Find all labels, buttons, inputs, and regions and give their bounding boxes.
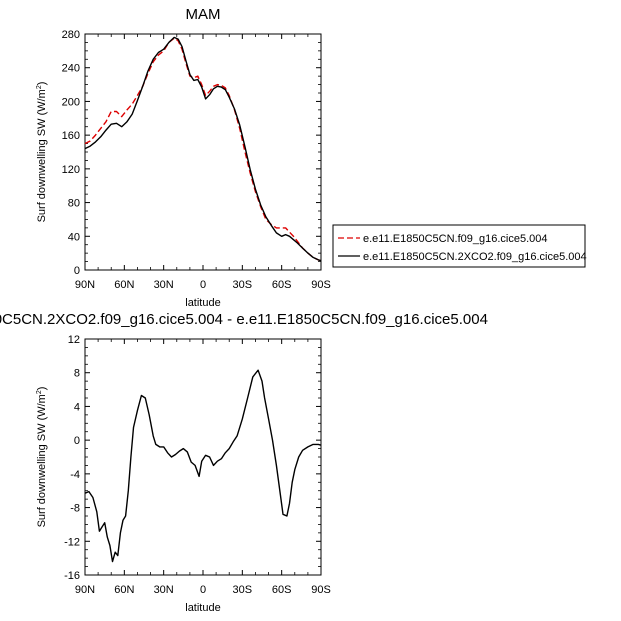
- bottom-x-tick-label: 90N: [75, 584, 95, 596]
- bottom-y-axis-label: Surf downwelling SW (W/m2): [36, 387, 48, 528]
- bottom-x-axis: 90N 60N 30N 0 30S 60S 90S: [75, 339, 331, 596]
- top-y-tick-label: 160: [62, 130, 80, 142]
- top-y-tick-label: 120: [62, 164, 80, 176]
- top-x-axis: 90N 60N 30N 0 30S 60S 90S: [75, 34, 331, 291]
- top-panel: MAM 0 40 80 120 160 200 240 280 90N 60N 30N 0 30S 60…: [36, 6, 587, 309]
- bottom-y-tick-label: -8: [70, 503, 80, 515]
- bottom-y-tick-label: 4: [74, 401, 80, 413]
- top-y-tick-label: 0: [74, 265, 80, 277]
- legend-label-2xco2: e.e11.E1850C5CN.2XCO2.f09_g16.cice5.004: [363, 251, 587, 263]
- legend-label-control: e.e11.E1850C5CN.f09_g16.cice5.004: [363, 233, 548, 245]
- bottom-x-tick-label: 60N: [114, 584, 134, 596]
- bottom-series-lines: [84, 369, 322, 563]
- top-y-tick-label: 40: [68, 231, 80, 243]
- bottom-y-tick-label: -4: [70, 469, 80, 481]
- top-chart-title: MAM: [186, 6, 221, 23]
- bottom-x-tick-label: 60S: [272, 584, 292, 596]
- top-x-tick-label: 90N: [75, 279, 95, 291]
- top-y-tick-label: 240: [62, 63, 80, 75]
- bottom-y-tick-label: 12: [68, 334, 80, 346]
- top-x-tick-label: 30N: [154, 279, 174, 291]
- top-x-tick-label: 90S: [311, 279, 331, 291]
- top-x-tick-label: 0: [200, 279, 206, 291]
- legend: e.e11.E1850C5CN.f09_g16.cice5.004 e.e11.…: [332, 224, 587, 268]
- bottom-y-tick-label: -12: [64, 536, 80, 548]
- bottom-x-tick-label: 30N: [154, 584, 174, 596]
- bottom-plot-frame: [84, 338, 322, 576]
- bottom-x-tick-label: 0: [200, 584, 206, 596]
- bottom-x-axis-label: latitude: [185, 602, 220, 614]
- bottom-y-tick-label: 8: [74, 368, 80, 380]
- bottom-x-tick-label: 90S: [311, 584, 331, 596]
- top-x-tick-label: 30S: [233, 279, 253, 291]
- top-y-tick-label: 280: [62, 29, 80, 41]
- bottom-y-tick-label: -16: [64, 570, 80, 582]
- bottom-series-line-0: [84, 369, 322, 563]
- bottom-y-axis: -16 -12 -8 -4 0 4 8 12: [64, 334, 321, 582]
- top-series-lines: [84, 36, 322, 262]
- bottom-y-tick-label: 0: [74, 435, 80, 447]
- bottom-x-tick-label: 30S: [233, 584, 253, 596]
- top-x-tick-label: 60S: [272, 279, 292, 291]
- legend-box: [332, 224, 586, 268]
- top-y-axis: 0 40 80 120 160 200 240 280: [62, 29, 321, 277]
- top-series-line-0: [84, 37, 322, 262]
- top-series-line-1: [84, 36, 322, 262]
- top-x-tick-label: 60N: [114, 279, 134, 291]
- top-y-axis-label: Surf downwelling SW (W/m2): [36, 82, 48, 223]
- top-y-tick-label: 200: [62, 96, 80, 108]
- top-x-axis-label: latitude: [185, 297, 220, 309]
- bottom-panel: e.e11.E1850C5CN.2XCO2.f09_g16.cice5.004 …: [0, 311, 488, 614]
- bottom-chart-title: e.e11.E1850C5CN.2XCO2.f09_g16.cice5.004 …: [0, 311, 488, 328]
- top-y-tick-label: 80: [68, 198, 80, 210]
